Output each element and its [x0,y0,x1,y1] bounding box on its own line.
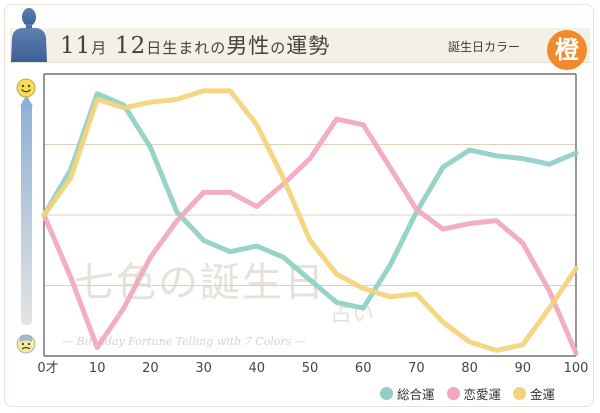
legend-swatch-money [513,387,527,400]
sad-face-icon [16,334,36,354]
birth-month: 11 [60,33,92,59]
watermark-title: 七色の誕生日 [74,260,326,306]
page-title: 11月 12日生まれの男性の運勢 [60,30,330,60]
male-silhouette-icon [11,8,47,62]
fortune-scale-bar [21,103,32,325]
legend-item-love: 恋愛運 [446,384,502,403]
fortune-scale-arrow-icon [20,95,33,106]
title-particle: の [270,39,287,57]
legend-item-overall: 総合運 [380,384,435,403]
x-tick-label: 70 [408,361,425,376]
x-tick-label: 20 [142,361,159,376]
legend-label-money: 金運 [530,387,556,402]
month-unit: 月 [91,39,108,57]
x-tick-labels: 0才 10 20 30 40 50 60 70 80 90 100 [37,361,588,376]
series-line-2 [41,88,579,353]
legend-item-money: 金運 [513,384,555,403]
birth-day: 12 [114,33,147,59]
birthday-color-label: 誕生日カラー [448,40,521,54]
gender-label: 男性 [226,34,271,58]
x-tick-label: 60 [355,361,372,376]
chart-grid [44,144,576,286]
x-tick-label: 40 [249,361,266,376]
legend-swatch-love [446,387,460,400]
day-unit: 日生まれの [146,39,227,57]
legend-label-overall: 総合運 [397,387,435,402]
legend-label-love: 恋愛運 [463,387,502,402]
x-tick-label: 30 [195,361,212,376]
x-tick-label: 50 [302,361,319,376]
topic-label: 運勢 [286,34,331,58]
header-band [10,28,590,63]
chart-series [41,88,579,356]
series-line-0 [41,91,579,311]
x-tick-label: 0才 [37,361,58,376]
x-tick-label: 80 [461,361,478,376]
header: 11月 12日生まれの男性の運勢 誕生日カラー 橙 [0,0,600,70]
x-tick-label: 90 [515,361,532,376]
x-tick-label: 100 [564,361,589,376]
birthday-color-badge: 橙 [547,30,587,70]
series-line-1 [41,116,579,356]
smile-face-icon [16,78,36,98]
watermark-english: — Birthday Fortune Telling with 7 Colors… [62,335,306,348]
x-tick-label: 10 [89,361,106,376]
chart-legend: 総合運 恋愛運 金運 [380,384,555,403]
legend-swatch-overall [380,387,393,400]
